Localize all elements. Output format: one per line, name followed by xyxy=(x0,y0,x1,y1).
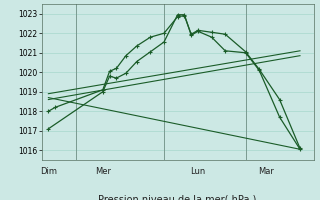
Text: Mer: Mer xyxy=(95,167,111,176)
Text: Mar: Mar xyxy=(258,167,274,176)
Text: Lun: Lun xyxy=(190,167,206,176)
Text: Pression niveau de la mer( hPa ): Pression niveau de la mer( hPa ) xyxy=(99,194,257,200)
Text: Dim: Dim xyxy=(40,167,57,176)
